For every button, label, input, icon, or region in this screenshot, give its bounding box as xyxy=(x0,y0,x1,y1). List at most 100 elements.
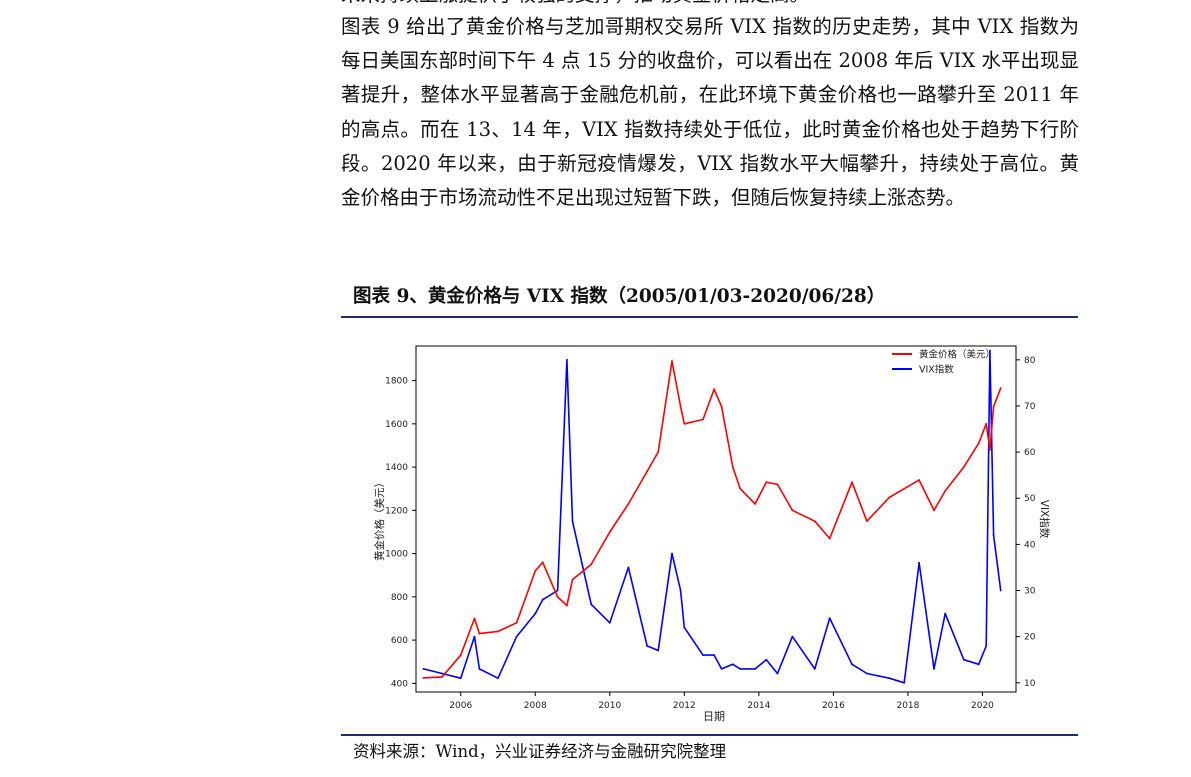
gold-price-point xyxy=(571,578,574,581)
gold-price-point xyxy=(515,621,518,624)
left-axis-label: 黄金价格（美元） xyxy=(373,477,386,561)
left-tick-label: 600 xyxy=(391,636,408,646)
gold-vix-chart: 2006 2008 2010 2012 2014 2016 2018 2020 4006008… xyxy=(373,345,1051,723)
gold-price-point xyxy=(933,509,935,512)
gold-price-point xyxy=(646,470,648,473)
x-axis-label: 日期 xyxy=(703,710,725,723)
vix-index-point xyxy=(765,658,768,661)
gold-price-point xyxy=(556,595,559,598)
x-tick-label: 2016 xyxy=(822,701,845,711)
vix-index-point xyxy=(702,654,704,656)
x-tick-label: 2006 xyxy=(449,701,472,711)
gold-price-point xyxy=(473,617,476,620)
gold-price-point xyxy=(903,487,906,490)
left-tick-label: 1200 xyxy=(385,506,408,516)
vix-index-point xyxy=(627,566,630,569)
gold-price-point xyxy=(985,422,988,425)
vix-index-point xyxy=(497,677,499,680)
vix-index-point xyxy=(556,589,559,592)
right-tick-label: 10 xyxy=(1024,679,1036,689)
gold-price-point xyxy=(977,442,980,445)
vix-index-line xyxy=(423,349,1002,684)
gold-price-point xyxy=(713,388,716,391)
gold-price-point xyxy=(671,360,673,363)
vix-index-point xyxy=(459,677,462,680)
gold-price-point xyxy=(944,489,947,492)
body-paragraph: 图表 9 给出了黄金价格与芝加哥期权交易所 VIX 指数的历史走势，其中 VIX… xyxy=(341,15,1079,210)
vix-index-point xyxy=(739,668,742,670)
gold-price-point xyxy=(776,483,779,486)
gold-price-point xyxy=(566,604,568,607)
gold-price-point xyxy=(497,630,499,633)
vix-index-point xyxy=(903,681,906,684)
clipped-top-line: 未来持续上涨提供了较强的支撑，推动黄金价格走高。 xyxy=(341,0,1079,12)
left-tick-label: 1400 xyxy=(385,463,408,473)
left-tick-label: 400 xyxy=(391,679,408,689)
vix-index-point xyxy=(671,552,673,555)
gold-price-point xyxy=(702,418,704,421)
gold-price-point xyxy=(608,531,611,533)
vix-index-point xyxy=(866,672,868,675)
vix-index-point xyxy=(590,603,593,606)
gold-price-point xyxy=(992,405,995,408)
vix-index-point xyxy=(813,668,816,670)
x-tick-label: 2008 xyxy=(524,701,547,711)
x-axis-ticks: 2006 2008 2010 2012 2014 2016 2018 2020 xyxy=(449,692,994,711)
gold-price-point xyxy=(534,570,537,572)
vix-index-point xyxy=(515,635,518,638)
left-tick-label: 1800 xyxy=(385,377,408,387)
vix-index-point xyxy=(679,589,682,592)
right-tick-label: 50 xyxy=(1024,494,1036,504)
right-tick-label: 40 xyxy=(1024,540,1036,550)
gold-price-point xyxy=(657,451,660,453)
vix-index-point xyxy=(713,654,716,656)
x-tick-label: 2020 xyxy=(971,701,994,711)
legend-gold-label: 黄金价格（美元） xyxy=(919,349,995,361)
vix-index-point xyxy=(989,349,991,352)
figure-title: 图表 9、黄金价格与 VIX 指数（2005/01/03-2020/06/28） xyxy=(353,286,886,307)
gold-price-point xyxy=(765,481,768,484)
vix-index-point xyxy=(608,621,611,624)
vix-index-point xyxy=(646,644,648,647)
gold-price-point xyxy=(679,405,682,408)
vix-index-point xyxy=(541,598,544,601)
x-tick-label: 2014 xyxy=(747,701,770,711)
gold-price-point xyxy=(459,654,462,657)
vix-index-point xyxy=(999,589,1002,592)
figure-bottom-rule xyxy=(341,734,1078,736)
vix-index-point xyxy=(683,626,686,629)
gold-price-point xyxy=(999,387,1002,390)
x-tick-label: 2010 xyxy=(598,701,621,711)
gold-price-point xyxy=(720,405,723,408)
vix-index-point xyxy=(776,672,779,675)
gold-price-point xyxy=(683,422,686,425)
vix-index-point xyxy=(985,644,988,647)
gold-price-point xyxy=(731,466,734,468)
x-tick-label: 2018 xyxy=(896,701,919,711)
series-layer xyxy=(422,349,1002,684)
vix-index-point xyxy=(791,635,794,638)
vix-index-point xyxy=(731,663,734,666)
gold-price-point xyxy=(422,677,425,679)
vix-index-point xyxy=(441,672,443,675)
legend-vix-label: VIX指数 xyxy=(919,364,954,376)
left-tick-label: 800 xyxy=(391,593,408,603)
x-tick-label: 2012 xyxy=(673,701,696,711)
gold-price-point xyxy=(888,496,891,499)
left-tick-label: 1000 xyxy=(385,550,408,560)
vix-index-point xyxy=(933,668,935,670)
vix-index-point xyxy=(478,668,481,670)
gold-price-point xyxy=(627,502,630,505)
vix-index-point xyxy=(657,649,660,652)
left-axis-ticks: 400 600 800 1000 1200 1400 1600 1800 xyxy=(385,377,416,689)
vix-index-point xyxy=(754,668,757,670)
plot-frame xyxy=(415,345,1017,693)
vix-index-point xyxy=(918,561,921,564)
gold-price-point xyxy=(590,563,593,566)
gold-price-point xyxy=(828,537,831,540)
gold-price-point xyxy=(866,520,868,523)
right-tick-label: 20 xyxy=(1024,633,1036,643)
source-note: 资料来源：Wind，兴业证券经济与金融研究院整理 xyxy=(353,742,727,761)
gold-price-point xyxy=(791,509,794,512)
right-tick-label: 70 xyxy=(1024,402,1036,412)
